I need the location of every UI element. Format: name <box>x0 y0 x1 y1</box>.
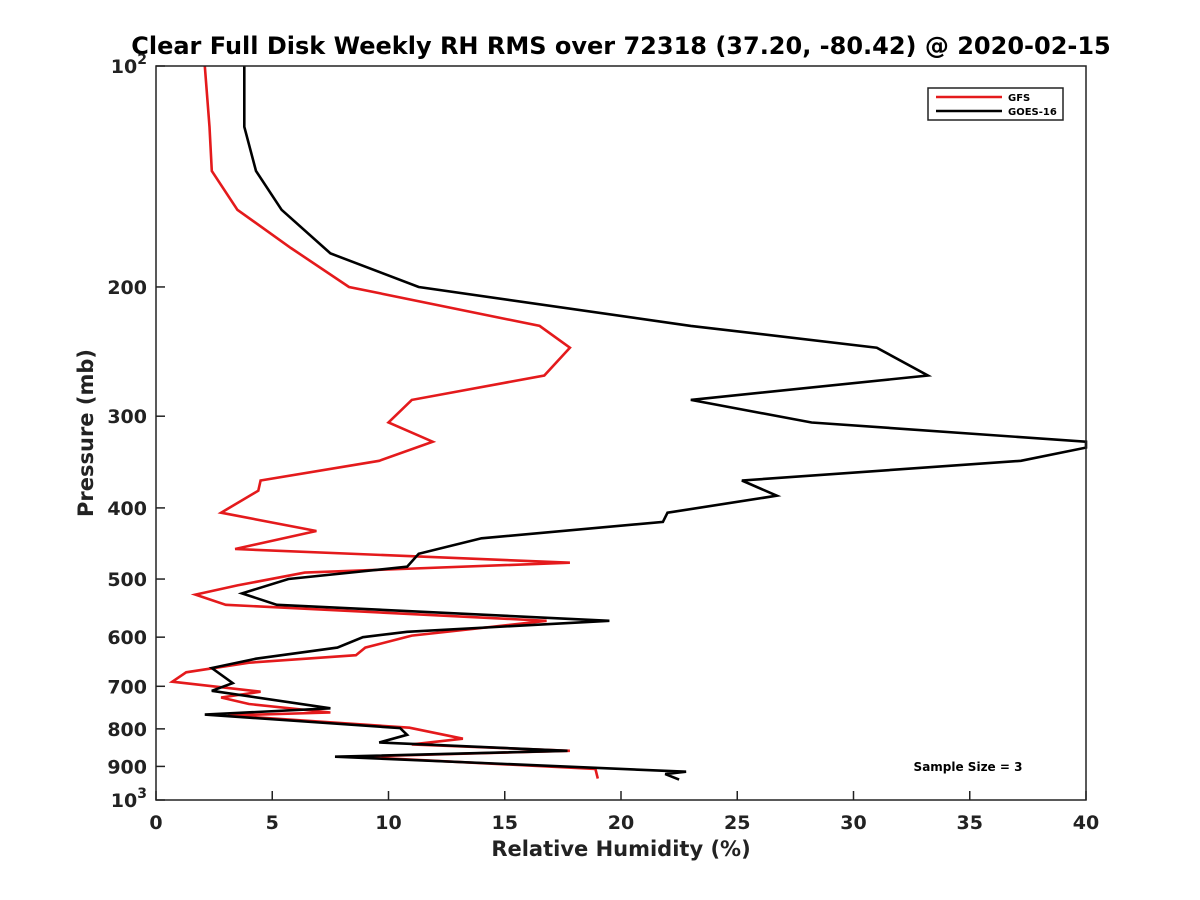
x-tick-label: 5 <box>266 812 279 834</box>
x-tick-label: 10 <box>375 812 401 834</box>
y-axis-ticks: 102 200 300 400 500 600 700 800 900 103 <box>107 52 165 812</box>
legend-label-goes16: GOES-16 <box>1008 107 1057 118</box>
legend-box <box>927 87 1064 121</box>
x-axis-label: Relative Humidity (%) <box>491 837 750 861</box>
x-tick-label: 0 <box>149 812 162 834</box>
legend-label-gfs: GFS <box>1008 93 1030 104</box>
legend: GFS GOES-16 <box>927 87 1064 121</box>
chart-title: Clear Full Disk Weekly RH RMS over 72318… <box>131 32 1111 60</box>
x-tick-label: 40 <box>1073 812 1099 834</box>
x-tick-label: 15 <box>492 812 518 834</box>
y-axis-label: Pressure (mb) <box>74 349 98 517</box>
plot-area: 0 5 10 15 20 25 30 35 40 102 200 300 400 500 600 700 80… <box>107 52 1099 834</box>
series-layer <box>168 65 1088 781</box>
series-line-goes16 <box>204 66 1088 781</box>
y-tick-label: 200 <box>107 277 147 299</box>
y-tick-label: 500 <box>107 569 147 591</box>
y-tick-label: 102 <box>111 52 147 78</box>
x-tick-label: 20 <box>608 812 634 834</box>
series-line-gfs <box>168 65 600 779</box>
y-tick-label: 600 <box>107 627 147 649</box>
sample-size-annotation: Sample Size = 3 <box>914 760 1023 774</box>
y-tick-label: 700 <box>107 676 147 698</box>
x-tick-label: 30 <box>840 812 866 834</box>
y-tick-label: 400 <box>107 498 147 520</box>
x-tick-label: 35 <box>957 812 983 834</box>
x-axis-ticks: 0 5 10 15 20 25 30 35 40 <box>149 791 1099 834</box>
y-tick-label: 800 <box>107 719 147 741</box>
y-tick-label: 900 <box>107 756 147 778</box>
y-tick-label: 300 <box>107 406 147 428</box>
x-tick-label: 25 <box>724 812 750 834</box>
y-tick-label: 103 <box>111 786 147 812</box>
